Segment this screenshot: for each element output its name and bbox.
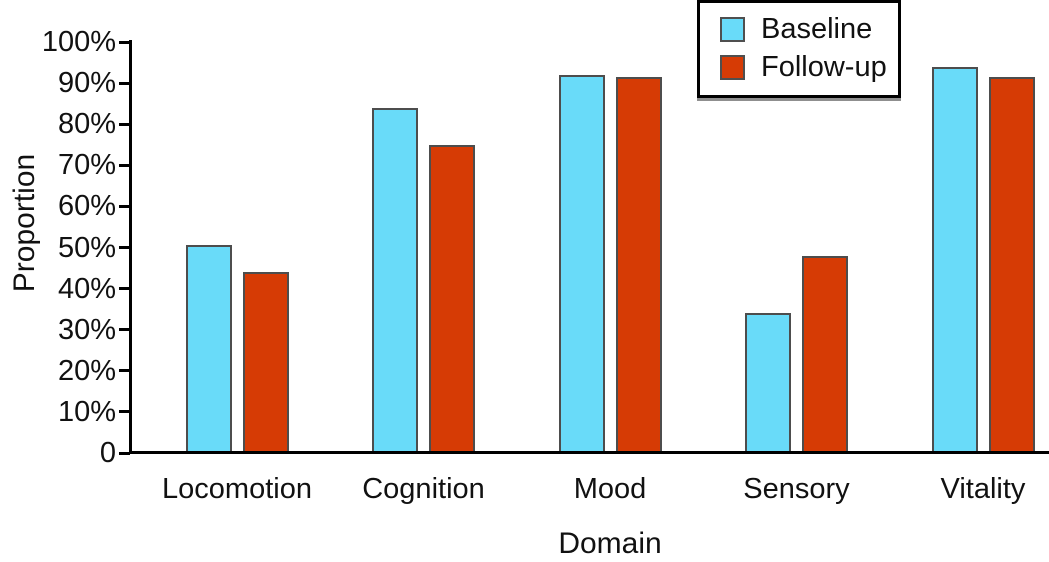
legend-label-follow-up: Follow-up bbox=[761, 50, 887, 83]
y-tick-mark-80- bbox=[119, 122, 130, 126]
y-tick-label-30-: 30% bbox=[57, 313, 116, 346]
y-tick-label-50-: 50% bbox=[57, 231, 116, 264]
bar-baseline-locomotion bbox=[185, 245, 232, 453]
bar-baseline-cognition bbox=[372, 107, 418, 453]
legend-label-baseline: Baseline bbox=[761, 12, 873, 45]
y-tick-mark-70- bbox=[119, 163, 130, 167]
bar-baseline-mood bbox=[558, 74, 605, 453]
y-tick-mark-10- bbox=[119, 410, 130, 414]
y-tick-label-0: 0 bbox=[99, 437, 116, 469]
x-axis-title: Domain bbox=[558, 527, 662, 560]
x-tick-label-vitality: Vitality bbox=[940, 473, 1026, 505]
y-tick-label-10-: 10% bbox=[57, 395, 116, 428]
y-tick-mark-20- bbox=[119, 369, 130, 373]
y-tick-mark-50- bbox=[119, 246, 130, 249]
bar-baseline-vitality bbox=[931, 66, 978, 453]
bar-follow-up-locomotion bbox=[242, 272, 289, 453]
legend-item-follow-up: Follow-up bbox=[720, 48, 892, 86]
bar-follow-up-cognition bbox=[429, 144, 475, 453]
y-tick-label-80-: 80% bbox=[57, 108, 116, 141]
y-tick-label-70-: 70% bbox=[57, 149, 116, 182]
y-tick-label-100-: 100% bbox=[41, 26, 116, 58]
y-tick-label-40-: 40% bbox=[57, 272, 116, 305]
legend: Baseline Follow-up bbox=[697, 0, 901, 98]
x-tick-label-mood: Mood bbox=[573, 473, 647, 505]
y-tick-mark-90- bbox=[119, 81, 130, 85]
legend-swatch-baseline bbox=[720, 16, 745, 42]
y-tick-label-90-: 90% bbox=[57, 67, 116, 100]
bar-follow-up-vitality bbox=[988, 76, 1035, 453]
legend-rows: Baseline Follow-up bbox=[720, 10, 892, 86]
y-tick-mark-0 bbox=[119, 451, 130, 455]
x-tick-label-locomotion: Locomotion bbox=[162, 473, 312, 505]
bar-follow-up-sensory bbox=[802, 255, 848, 453]
y-axis-line bbox=[129, 40, 132, 454]
x-tick-label-sensory: Sensory bbox=[743, 473, 850, 505]
y-tick-mark-100- bbox=[119, 40, 130, 44]
y-tick-mark-40- bbox=[119, 287, 130, 291]
legend-item-baseline: Baseline bbox=[720, 10, 892, 48]
y-tick-mark-60- bbox=[119, 204, 130, 208]
legend-swatch-follow-up bbox=[720, 54, 745, 80]
y-tick-mark-30- bbox=[119, 328, 130, 332]
bar-baseline-sensory bbox=[745, 313, 791, 453]
y-tick-label-20-: 20% bbox=[57, 354, 116, 387]
x-tick-label-cognition: Cognition bbox=[362, 473, 485, 505]
x-axis-line bbox=[129, 451, 1049, 454]
y-tick-label-60-: 60% bbox=[57, 190, 116, 223]
bar-follow-up-mood bbox=[615, 76, 662, 453]
